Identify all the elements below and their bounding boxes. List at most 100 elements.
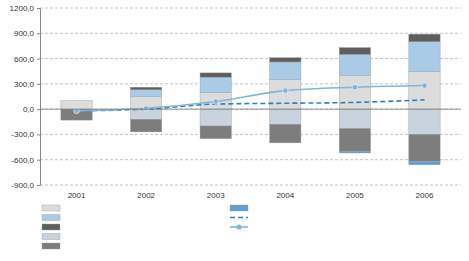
y-tick: 0,0	[23, 105, 40, 114]
line-marker	[213, 99, 219, 105]
bar	[409, 134, 440, 161]
x-axis-line	[41, 185, 462, 186]
y-tick: -900,0	[11, 181, 40, 190]
y-tick: -600,0	[11, 156, 40, 165]
bar	[409, 109, 440, 134]
marks	[61, 34, 440, 165]
bar-series	[61, 109, 440, 161]
x-axis: 2001 2002 2003 2004 2005 2006	[41, 185, 462, 200]
bar	[61, 100, 92, 101]
grid	[40, 8, 461, 185]
y-tick-mark	[37, 8, 40, 9]
bar-series	[339, 151, 440, 164]
y-tick-label: 900,0	[14, 29, 35, 38]
x-tick-label: 2001	[68, 191, 86, 200]
x-tick: 2002	[137, 185, 155, 200]
bar	[200, 73, 231, 77]
y-tick-mark	[37, 84, 40, 85]
legend-marker	[236, 224, 241, 229]
legend-swatch	[42, 205, 60, 211]
y-tick-mark	[37, 59, 40, 60]
line-marker	[352, 84, 358, 90]
legend-swatch	[42, 243, 60, 249]
y-axis: 1200,0 900,0 600,0 300,0 0,0 -300,0 -600,0 -900…	[10, 4, 41, 190]
legend-swatch	[230, 205, 248, 211]
y-tick-mark	[37, 33, 40, 34]
x-tick: 2004	[276, 185, 294, 200]
bar	[130, 87, 161, 88]
bar	[270, 80, 301, 110]
x-tick: 2006	[416, 185, 434, 200]
bar-series	[130, 34, 440, 90]
bar	[339, 48, 370, 55]
chart: 1200,0 900,0 600,0 300,0 0,0 -300,0 -600,0 -900…	[0, 0, 469, 261]
bar	[61, 100, 92, 101]
bar	[270, 62, 301, 80]
grid-line	[40, 8, 461, 9]
legend-swatch	[42, 224, 60, 230]
y-tick-label: -600,0	[11, 156, 34, 165]
grid-line	[40, 134, 461, 135]
grid-line	[40, 83, 461, 84]
bar	[130, 119, 161, 132]
legend-swatch	[42, 234, 60, 240]
bar-series	[61, 71, 440, 109]
bar	[339, 109, 370, 128]
bar	[61, 100, 92, 101]
y-tick: 900,0	[14, 29, 40, 38]
zero-line	[40, 109, 461, 110]
bar	[409, 161, 440, 164]
bar	[339, 151, 370, 153]
legend-line	[230, 217, 248, 219]
y-tick-label: -900,0	[11, 181, 34, 190]
bar-series	[130, 42, 440, 97]
grid-line	[40, 109, 461, 110]
x-tick: 2003	[207, 185, 225, 200]
grid-line	[40, 185, 461, 186]
y-axis-line	[37, 9, 41, 186]
bar	[270, 58, 301, 62]
y-tick: 300,0	[14, 80, 40, 89]
line-marker	[143, 106, 149, 112]
bar	[200, 77, 231, 92]
x-tick: 2001	[68, 185, 86, 200]
y-tick: 600,0	[14, 55, 40, 64]
y-tick-mark	[37, 160, 40, 161]
bar	[130, 87, 161, 90]
bar	[339, 129, 370, 152]
bar	[339, 75, 370, 109]
y-tick-label: 0,0	[23, 105, 35, 114]
grid-line	[40, 33, 461, 34]
bar	[200, 126, 231, 139]
x-tick-label: 2003	[207, 191, 225, 200]
plot: 1200,0 900,0 600,0 300,0 0,0 -300,0 -600,0 -900…	[10, 4, 462, 200]
y-tick-label: 1200,0	[10, 4, 35, 13]
line	[77, 86, 425, 111]
bar	[270, 124, 301, 143]
y-tick-label: -300,0	[11, 130, 34, 139]
x-tick-label: 2005	[346, 191, 364, 200]
y-tick-mark	[37, 109, 40, 110]
legend-swatch	[42, 215, 60, 221]
line-marker	[422, 83, 428, 89]
x-tick-label: 2002	[137, 191, 155, 200]
y-tick: 1200,0	[10, 4, 40, 13]
bar	[200, 109, 231, 126]
bar	[409, 42, 440, 72]
x-tick-label: 2004	[276, 191, 294, 200]
y-tick: -300,0	[11, 130, 40, 139]
x-tick: 2005	[346, 185, 364, 200]
bar	[200, 72, 231, 73]
legend	[42, 205, 248, 249]
y-tick-label: 300,0	[14, 80, 35, 89]
bar	[409, 71, 440, 109]
bar	[61, 100, 92, 101]
grid-line	[40, 159, 461, 160]
line-marker	[282, 88, 288, 94]
grid-line	[40, 58, 461, 59]
bar	[339, 54, 370, 75]
y-tick-label: 600,0	[14, 55, 35, 64]
y-tick-mark	[37, 134, 40, 135]
bar	[270, 109, 301, 124]
bar	[409, 34, 440, 42]
